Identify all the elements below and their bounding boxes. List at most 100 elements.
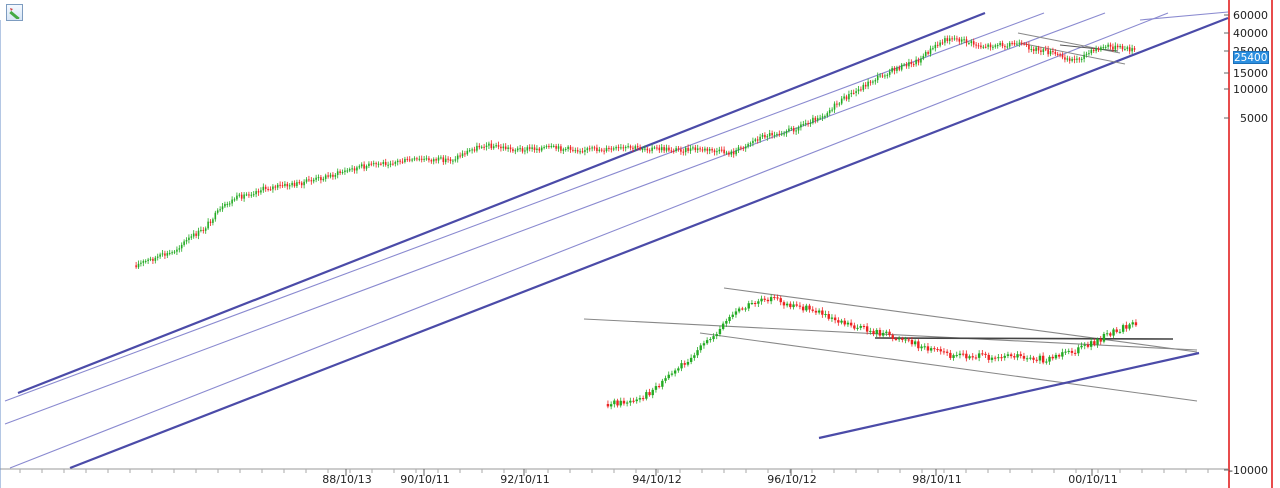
candle-body — [886, 74, 889, 76]
candle-body — [624, 147, 627, 149]
candle-body — [231, 199, 233, 204]
candle-body — [1028, 45, 1030, 50]
candle-body — [1052, 51, 1054, 53]
candle-body — [694, 147, 697, 151]
candle-body — [664, 378, 667, 381]
candle-body — [394, 162, 397, 164]
pencil-icon[interactable] — [6, 4, 23, 21]
candle-body — [689, 357, 693, 362]
candle-body — [581, 151, 584, 153]
candle-body — [960, 39, 963, 42]
x-tick-label: 98/10/11 — [912, 473, 961, 486]
candle-body — [742, 147, 745, 149]
candle-body — [997, 357, 1000, 359]
candle-body — [567, 146, 569, 149]
candle-body — [740, 147, 742, 149]
candle-body — [392, 163, 394, 165]
candle-body — [492, 146, 495, 149]
candle-body — [797, 127, 800, 131]
x-tick-label: 88/10/13 — [322, 473, 371, 486]
candle-body — [771, 133, 773, 136]
candle-body — [955, 355, 958, 357]
candle-body — [734, 311, 738, 315]
candle-body — [1004, 46, 1006, 48]
candle-body — [656, 147, 658, 149]
candle-body — [802, 124, 805, 126]
candle-body — [1054, 354, 1058, 359]
candle-body — [965, 353, 968, 359]
candle-body — [605, 147, 608, 152]
candle-body — [942, 351, 946, 353]
candle-body — [827, 314, 830, 319]
candle-body — [276, 184, 279, 188]
candle-body — [420, 158, 423, 160]
lower-resistance-line — [874, 337, 1174, 340]
candle-body — [752, 140, 754, 144]
candle-body — [533, 147, 536, 150]
candle-body — [701, 149, 704, 151]
candle-body — [683, 363, 686, 365]
candle-body — [516, 148, 519, 151]
candle-body — [308, 179, 310, 181]
candle-body — [747, 303, 750, 309]
candle-body — [293, 182, 296, 187]
candle-body — [358, 166, 361, 168]
candle-body — [718, 328, 722, 335]
candle-body — [504, 146, 507, 149]
candle-body — [1059, 54, 1061, 56]
candle-body — [660, 147, 663, 151]
candle-body — [956, 38, 958, 40]
candle-body — [262, 186, 265, 191]
x-tick-label: 92/10/11 — [500, 473, 549, 486]
candle-body — [852, 92, 855, 94]
candle-body — [663, 147, 665, 151]
candle-body — [540, 147, 543, 151]
candle-body — [970, 41, 973, 44]
candle-body — [809, 122, 812, 124]
candle-body — [598, 149, 601, 151]
candle-body — [531, 147, 533, 149]
candle-body — [519, 148, 521, 150]
candle-body — [329, 174, 332, 177]
candle-body — [339, 171, 341, 174]
candle-body — [228, 203, 231, 205]
candle-body — [785, 303, 789, 306]
candle-body — [454, 159, 457, 161]
candle-body — [490, 143, 493, 149]
candle-body — [881, 332, 885, 336]
candle-body — [348, 169, 351, 171]
candle-body — [864, 84, 867, 87]
candle-body — [252, 194, 255, 196]
candle-body — [789, 303, 792, 308]
candle-body — [837, 320, 840, 323]
candle-body — [939, 349, 942, 352]
candle-body — [622, 400, 626, 404]
candle-body — [156, 256, 159, 258]
candle-body — [389, 163, 392, 165]
candle-body — [814, 117, 817, 121]
candle-body — [596, 147, 598, 151]
lower-channel-upper-line — [723, 287, 1198, 353]
candle-body — [449, 159, 452, 162]
candle-body — [934, 44, 937, 49]
candle-body — [667, 374, 670, 379]
candle-body — [616, 400, 619, 406]
candle-body — [897, 338, 901, 340]
candle-body — [665, 147, 668, 151]
candle-body — [543, 147, 545, 149]
candle-body — [425, 158, 428, 160]
candle-body — [885, 331, 888, 333]
candle-body — [814, 310, 818, 313]
candle-body — [654, 386, 658, 390]
x-tick-label: 00/10/11 — [1068, 473, 1117, 486]
candle-body — [757, 301, 760, 304]
candle-body — [971, 356, 974, 358]
candle-body — [867, 81, 869, 87]
candle-body — [625, 402, 629, 404]
candle-body — [872, 330, 875, 335]
candle-body — [1086, 344, 1090, 347]
candle-body — [620, 147, 622, 149]
